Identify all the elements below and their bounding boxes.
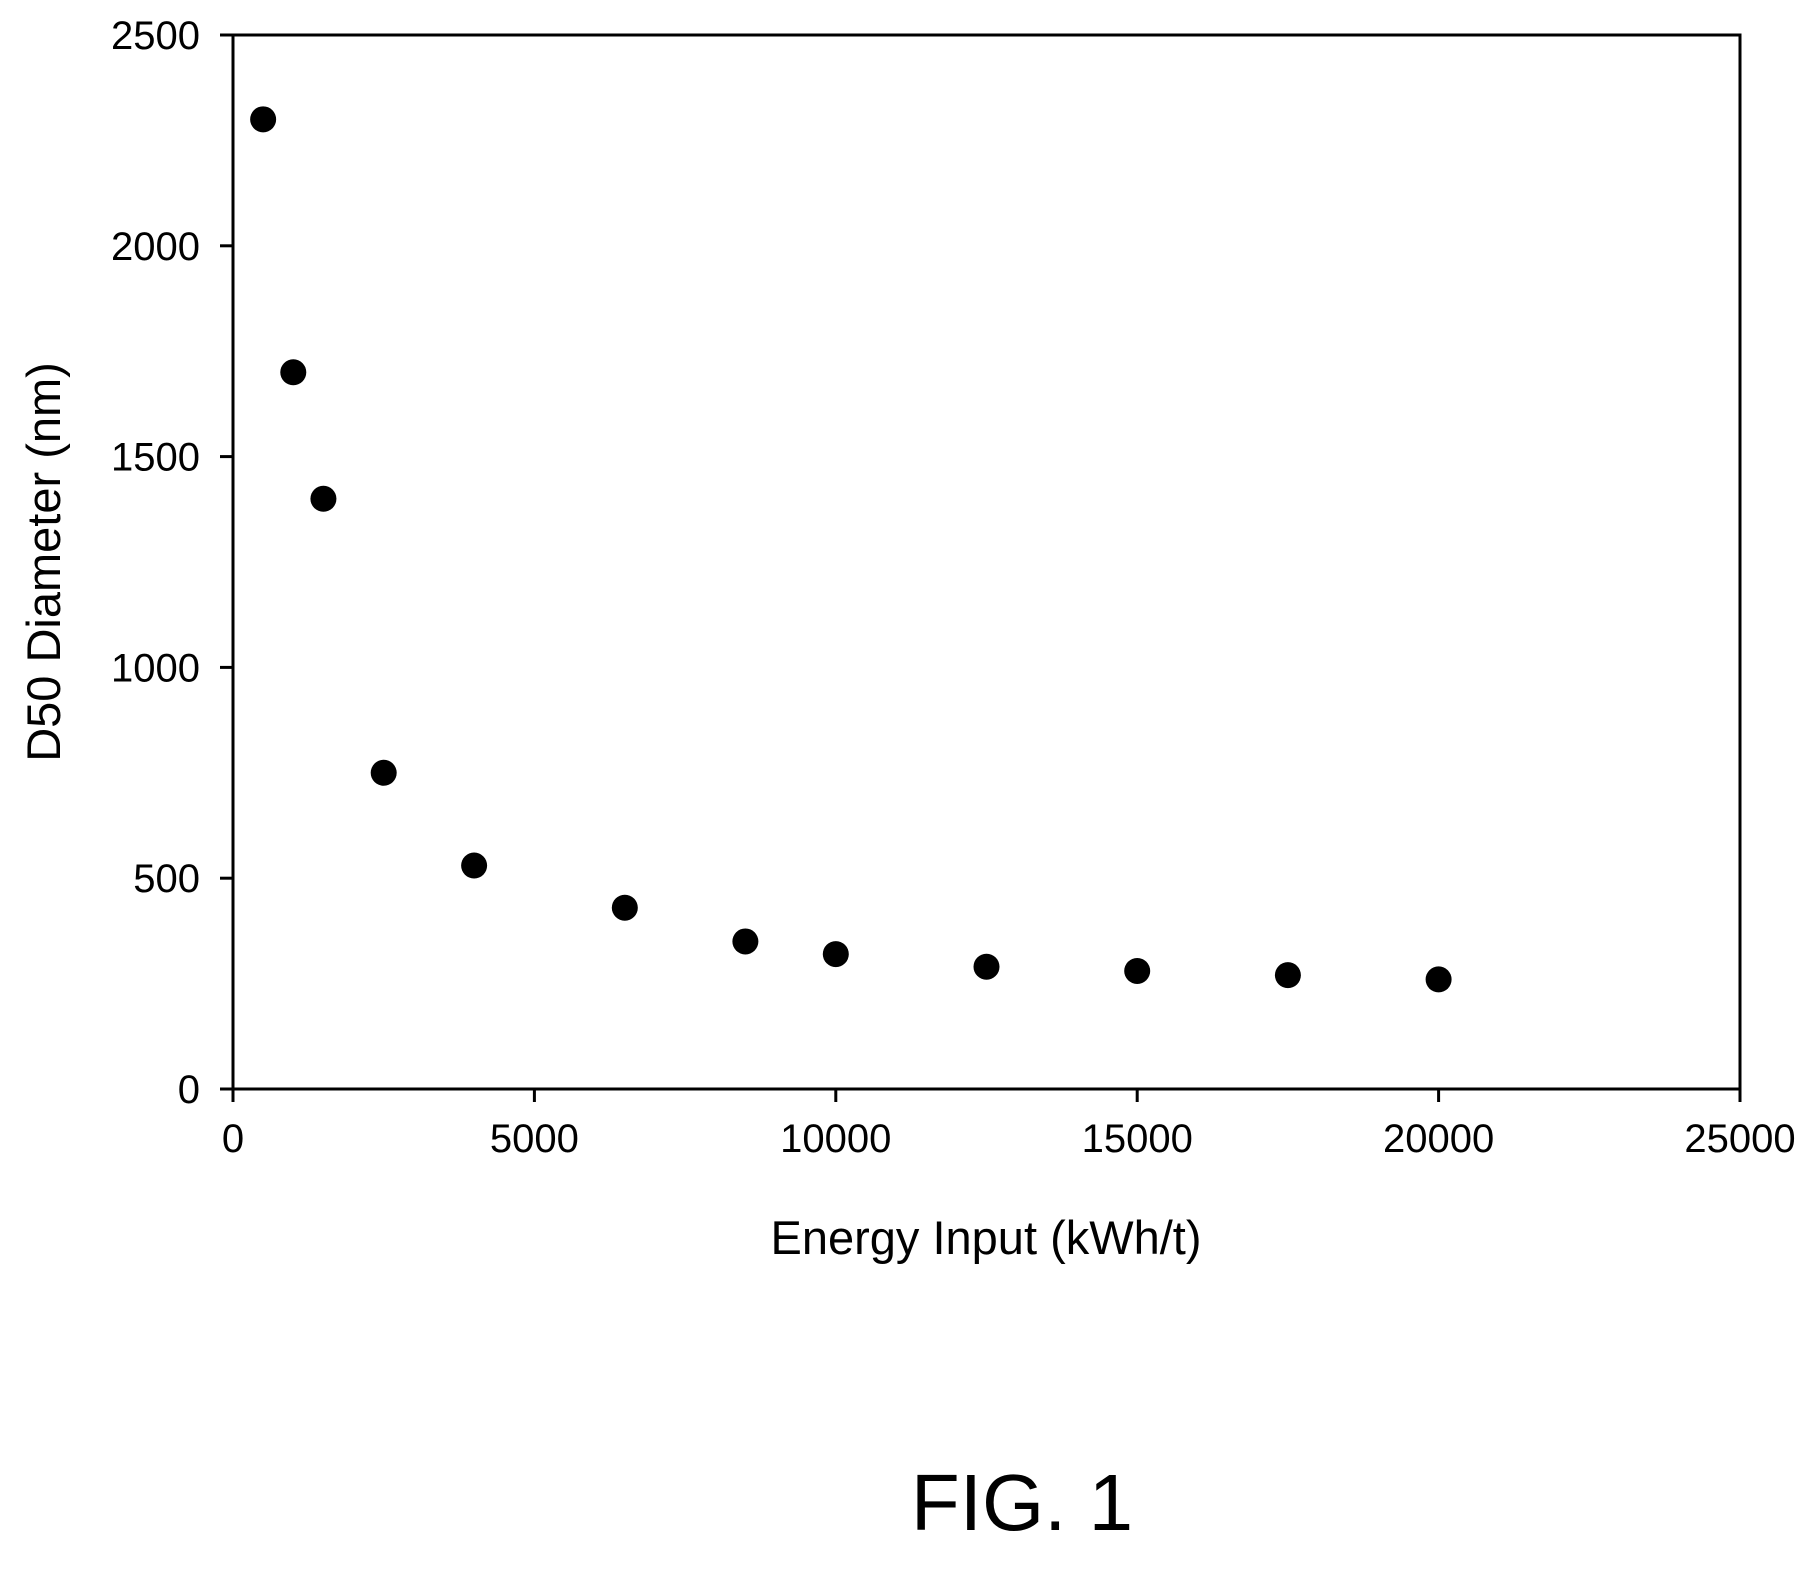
data-point: [310, 486, 336, 512]
x-tick-label: 10000: [780, 1117, 891, 1161]
y-tick-label: 1500: [111, 436, 200, 480]
y-tick-label: 2000: [111, 225, 200, 269]
x-tick-label: 15000: [1082, 1117, 1193, 1161]
scatter-chart: 0 5000 10000 15000 20000 25000 0 500 1000 1500 20…: [0, 0, 1808, 1576]
data-point: [1426, 966, 1452, 992]
y-tick-label: 0: [178, 1068, 200, 1112]
data-point: [1275, 962, 1301, 988]
x-tick-label: 20000: [1383, 1117, 1494, 1161]
data-point: [1124, 958, 1150, 984]
data-point: [461, 853, 487, 879]
x-axis-ticks: 0 5000 10000 15000 20000 25000: [222, 1089, 1796, 1161]
plot-frame: [233, 35, 1740, 1089]
y-axis-title: D50 Diameter (nm): [17, 362, 70, 762]
data-point: [974, 954, 1000, 980]
y-tick-label: 2500: [111, 14, 200, 58]
data-point: [732, 928, 758, 954]
x-tick-label: 5000: [490, 1117, 579, 1161]
x-tick-label: 25000: [1684, 1117, 1795, 1161]
data-points: [250, 106, 1451, 992]
x-axis-title: Energy Input (kWh/t): [771, 1211, 1202, 1264]
y-axis-ticks: 0 500 1000 1500 2000 2500: [111, 14, 233, 1112]
figure-label: FIG. 1: [911, 1458, 1133, 1547]
data-point: [250, 106, 276, 132]
data-point: [823, 941, 849, 967]
y-tick-label: 500: [133, 857, 200, 901]
data-point: [612, 895, 638, 921]
data-point: [280, 359, 306, 385]
y-tick-label: 1000: [111, 646, 200, 690]
x-tick-label: 0: [222, 1117, 244, 1161]
data-point: [371, 760, 397, 786]
